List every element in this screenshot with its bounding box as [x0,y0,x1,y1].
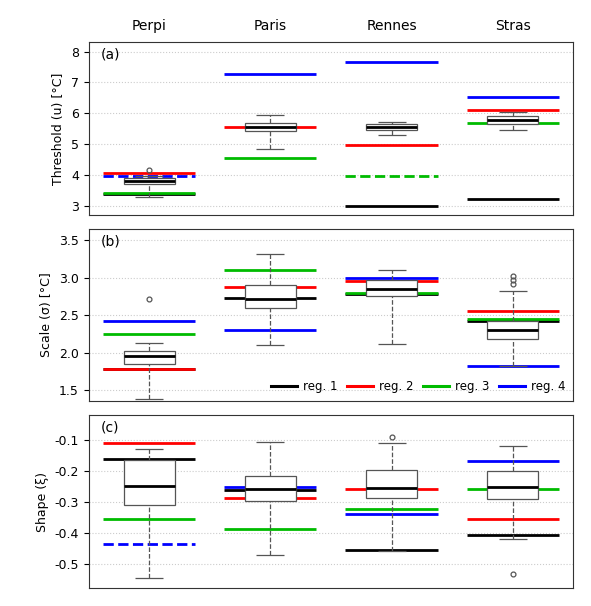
Text: (a): (a) [100,48,120,62]
Bar [245,476,296,501]
Y-axis label: Shape (ξ): Shape (ξ) [36,471,49,531]
Bar [366,470,417,498]
Text: (c): (c) [100,421,119,435]
Bar [124,178,175,184]
Legend: reg. 1, reg. 2, reg. 3, reg. 4: reg. 1, reg. 2, reg. 3, reg. 4 [269,378,567,396]
Bar [245,285,296,308]
Bar [245,123,296,131]
Bar [487,471,538,499]
Bar [124,351,175,364]
Bar [366,280,417,296]
Bar [487,321,538,339]
Bar [366,124,417,130]
Bar [124,461,175,505]
Y-axis label: Threshold (u) [°C]: Threshold (u) [°C] [53,73,66,185]
Text: (b): (b) [100,234,121,248]
Bar [487,116,538,124]
Y-axis label: Scale (σ) [°C]: Scale (σ) [°C] [41,273,54,358]
